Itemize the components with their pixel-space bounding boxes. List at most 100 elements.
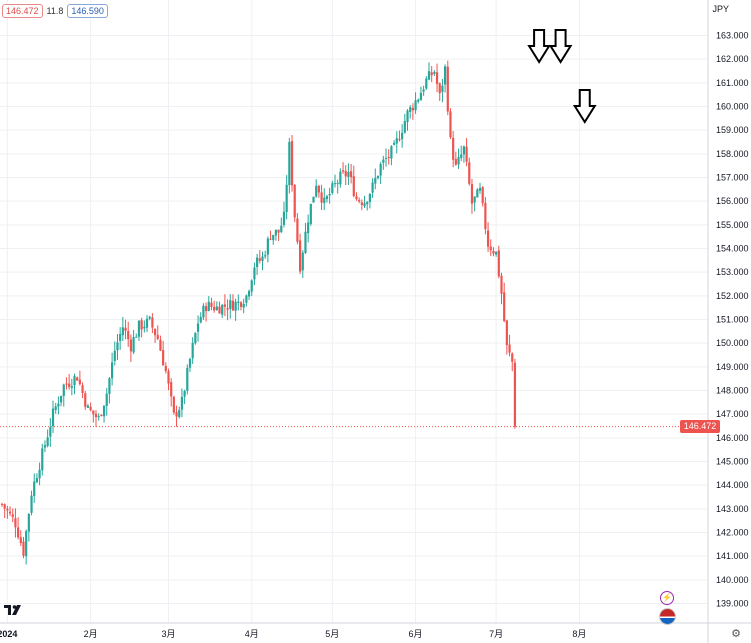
candle-body (129, 339, 133, 352)
candle-body (406, 110, 409, 123)
candle-body (92, 410, 95, 415)
candle-body (183, 391, 186, 397)
candle-body (261, 256, 264, 261)
candle-body (27, 513, 30, 532)
candle-body (247, 291, 251, 297)
candle-body (19, 537, 22, 544)
candle-body (352, 176, 355, 197)
candle-body (325, 196, 329, 200)
candle-body (113, 350, 116, 362)
candle-body (38, 469, 41, 479)
candle-body (371, 182, 374, 193)
time-axis[interactable]: 2024 2月 3月 4月 5月 6月 7月 8月 (0, 629, 586, 639)
candle-body (100, 414, 103, 416)
y-tick-label: 159.000 (716, 125, 749, 135)
candle-body (298, 240, 302, 272)
y-tick-label: 158.000 (716, 149, 749, 159)
candle-body (419, 92, 423, 101)
candle-body (242, 303, 245, 308)
candle-body (3, 504, 6, 509)
candle-body (320, 192, 323, 203)
candle-body (226, 308, 229, 310)
lightning-icon[interactable]: ⚡ (660, 591, 674, 605)
candle-body (457, 157, 460, 165)
us-flag-icon[interactable] (659, 608, 676, 625)
candle-body (462, 146, 466, 155)
candle-body (81, 385, 84, 393)
ask-price-button[interactable]: 146.590 (67, 4, 108, 18)
candle-body (46, 437, 49, 446)
tradingview-logo-icon[interactable] (4, 604, 26, 616)
candle-body (347, 171, 350, 177)
candle-body (422, 89, 425, 92)
candle-body (395, 138, 398, 144)
candle-body (8, 511, 12, 514)
y-tick-label: 153.000 (716, 267, 749, 277)
price-axis[interactable]: 163.000 162.000 161.000 160.000 159.000 158.0… (716, 31, 749, 609)
candle-body (218, 306, 221, 314)
candle-body (33, 481, 36, 496)
candle-body (438, 83, 441, 94)
candle-body (433, 71, 436, 75)
y-tick-label: 156.000 (716, 196, 749, 206)
candle-body (446, 66, 449, 112)
candle-body (505, 320, 508, 346)
candle-body (417, 99, 420, 102)
candle-body (290, 141, 294, 186)
quote-toolbar: 146.472 11.8 146.590 (2, 4, 108, 18)
candle-body (202, 305, 205, 318)
candle-body (328, 194, 331, 196)
candle-body (180, 396, 184, 410)
candle-body (143, 326, 146, 329)
y-tick-label: 143.000 (716, 504, 749, 514)
candle-body (119, 333, 122, 342)
candle-body (323, 197, 326, 204)
candle-body (513, 362, 517, 427)
candle-body (473, 196, 476, 203)
candle-body (403, 121, 406, 133)
candle-body (51, 408, 55, 427)
candle-body (6, 508, 9, 511)
x-tick-label: 4月 (245, 629, 259, 639)
candle-body (49, 427, 52, 437)
candle-body (465, 146, 468, 162)
candle-body (358, 199, 361, 202)
candle-body (253, 267, 256, 280)
candle-body (196, 323, 200, 332)
bid-price-button[interactable]: 146.472 (2, 4, 43, 18)
candle-body (312, 196, 315, 203)
candle-body (376, 176, 380, 179)
y-tick-label: 145.000 (716, 457, 749, 467)
candle-body (140, 320, 143, 330)
candle-body (207, 301, 210, 311)
candle-body (94, 413, 98, 418)
last-price-tag: 146.472 (680, 420, 720, 434)
down-arrow-icon (572, 89, 597, 124)
y-tick-label: 155.000 (716, 220, 749, 230)
candle-body (43, 445, 47, 448)
y-tick-label: 161.000 (716, 78, 749, 88)
candle-body (511, 353, 514, 362)
candle-body (427, 71, 431, 80)
y-tick-label: 150.000 (716, 338, 749, 348)
candle-body (57, 403, 60, 407)
candle-body (387, 156, 390, 158)
x-tick-label: 3月 (161, 629, 175, 639)
candle-body (76, 377, 79, 381)
candle-body (156, 334, 159, 340)
candle-body (111, 362, 114, 379)
y-tick-label: 144.000 (716, 480, 749, 490)
candle-body (116, 342, 119, 351)
candle-body (454, 159, 457, 165)
gear-icon[interactable]: ⚙ (731, 628, 741, 640)
candle-body (188, 358, 192, 368)
candle-body (145, 318, 149, 328)
currency-label: JPY (712, 4, 729, 14)
candle-body (350, 171, 353, 178)
x-tick-label: 6月 (409, 629, 423, 639)
candle-body (398, 139, 401, 141)
candle-body (132, 337, 135, 353)
down-arrow-icon (527, 29, 551, 64)
candle-body (175, 411, 178, 417)
